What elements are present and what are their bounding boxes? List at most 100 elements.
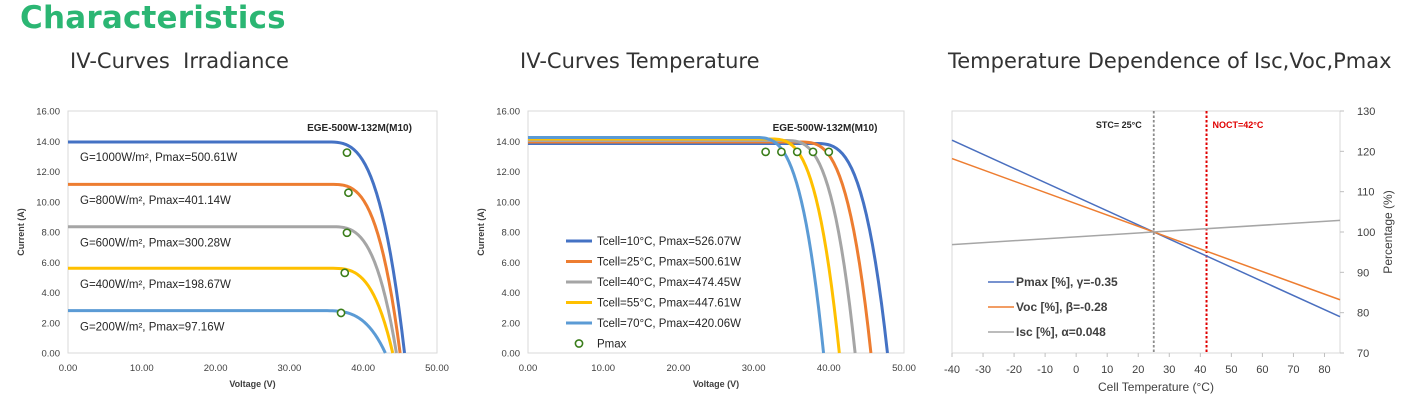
pmax-marker-5 <box>336 308 346 318</box>
x-tick-label: 10.00 <box>130 363 154 374</box>
pmax-marker-3 <box>342 228 352 238</box>
x-tick-label: 30.00 <box>278 363 302 374</box>
x-tick-label: 30.00 <box>742 363 766 374</box>
temperature-dependence-chart: -40 -30 -20 -10 0 10 20 30 40 50 60 70 80 70 80 90 100 11… <box>944 106 1395 394</box>
chart2-subtitle: IV-Curves Temperature <box>520 49 760 73</box>
iv-curve-5 <box>528 135 826 354</box>
pmax-marker-1 <box>824 147 834 157</box>
pmax-marker-4 <box>777 147 786 157</box>
curve-label-5: G=200W/m², Pmax=97.16W <box>80 322 225 334</box>
pmax-marker-4 <box>340 268 350 278</box>
y-tick-label: 110 <box>1357 187 1375 199</box>
y-tick-label: 0.00 <box>502 349 521 360</box>
x-tick-label: 10.00 <box>591 363 615 374</box>
legend-label-1: Tcell=10°C, Pmax=526.07W <box>597 236 741 248</box>
chart1-subtitle: IV-Curves Irradiance <box>70 49 289 73</box>
iv-curve-2 <box>68 182 402 354</box>
x-tick-label: -20 <box>1006 364 1022 376</box>
pmax-marker-2 <box>344 188 353 198</box>
legend-label-3: Tcell=40°C, Pmax=474.45W <box>597 277 741 289</box>
y-tick-label: 4.00 <box>42 288 61 299</box>
vline-label-stc: STC= 25°C <box>1096 120 1142 130</box>
y-tick-label: 14.00 <box>496 137 520 148</box>
curve-label-4: G=400W/m², Pmax=198.67W <box>80 279 231 291</box>
y-axis-title: Current (A) <box>16 208 26 256</box>
series-line-2 <box>951 157 1341 301</box>
legend-label-3: Isc [%], α=0.048 <box>1016 325 1106 339</box>
vline-label-noct: NOCT=42°C <box>1213 120 1264 130</box>
y-tick-label: 4.00 <box>502 288 521 299</box>
legend-label-1: Pmax [%], γ=-0.35 <box>1016 275 1118 289</box>
iv-curve-1 <box>528 142 889 354</box>
plot-area <box>67 110 438 354</box>
series-line-3 <box>951 219 1341 246</box>
legend-label-2: Tcell=25°C, Pmax=500.61W <box>597 257 741 269</box>
y-tick-label: 80 <box>1357 308 1369 320</box>
plot-area <box>527 110 905 354</box>
x-axis-title: Cell Temperature (°C) <box>1098 380 1214 394</box>
y-tick-label: 130 <box>1357 106 1375 118</box>
y-axis-title: Percentage (%) <box>1381 190 1395 273</box>
y-tick-label: 70 <box>1357 348 1369 360</box>
curve-label-3: G=600W/m², Pmax=300.28W <box>80 238 231 250</box>
y-tick-label: 90 <box>1357 267 1369 279</box>
y-tick-label: 14.00 <box>36 137 60 148</box>
iv-temperature-chart: 0.00 2.00 4.00 6.00 8.00 10.00 12.00 14.00 16.00… <box>476 107 916 390</box>
x-tick-label: 50.00 <box>892 363 916 374</box>
pmax-marker-5 <box>761 147 771 157</box>
curve-label-1: G=1000W/m², Pmax=500.61W <box>80 152 237 164</box>
iv-curve-2 <box>528 140 873 354</box>
iv-curve-1 <box>68 140 407 354</box>
x-tick-label: -30 <box>975 364 991 376</box>
iv-curve-5 <box>68 309 387 354</box>
iv-curve-4 <box>68 266 395 354</box>
y-tick-label: 6.00 <box>42 258 61 269</box>
x-tick-label: 50 <box>1225 364 1237 376</box>
legend-pmax-label: Pmax <box>597 339 627 351</box>
pmax-marker-2 <box>808 147 818 157</box>
y-tick-label: 12.00 <box>496 167 520 178</box>
x-tick-label: 0.00 <box>59 363 78 374</box>
y-tick-label: 6.00 <box>502 258 521 269</box>
iv-irradiance-chart: 0.00 2.00 4.00 6.00 8.00 10.00 12.00 14.00 16.00… <box>16 107 449 390</box>
y-tick-label: 100 <box>1357 227 1375 239</box>
x-tick-label: 40 <box>1194 364 1206 376</box>
x-axis-title: Voltage (V) <box>693 379 739 389</box>
y-tick-label: 10.00 <box>496 197 520 208</box>
y-tick-label: 16.00 <box>36 107 60 118</box>
y-tick-label: 2.00 <box>42 318 61 329</box>
x-tick-label: 0.00 <box>519 363 538 374</box>
model-label: EGE-500W-132M(M10) <box>773 123 878 134</box>
iv-curve-3 <box>68 225 398 354</box>
legend-label-4: Tcell=55°C, Pmax=447.61W <box>597 298 741 310</box>
legend-pmax-marker <box>574 339 584 348</box>
y-tick-label: 8.00 <box>42 228 61 239</box>
x-axis-title: Voltage (V) <box>229 379 275 389</box>
x-tick-label: 20.00 <box>667 363 691 374</box>
x-tick-label: 0 <box>1073 364 1079 376</box>
x-tick-label: -40 <box>944 364 960 376</box>
iv-curve-3 <box>528 138 857 354</box>
y-tick-label: 2.00 <box>502 318 521 329</box>
x-tick-label: 50.00 <box>425 363 449 374</box>
x-tick-label: 60 <box>1256 364 1268 376</box>
x-tick-label: 30 <box>1163 364 1175 376</box>
y-tick-label: 0.00 <box>42 349 61 360</box>
curve-label-2: G=800W/m², Pmax=401.14W <box>80 195 231 207</box>
y-tick-label: 120 <box>1357 146 1375 158</box>
x-tick-label: 80 <box>1318 364 1330 376</box>
y-tick-label: 16.00 <box>496 107 520 118</box>
page-heading: Characteristics <box>20 0 286 36</box>
y-axis-title: Current (A) <box>476 208 486 256</box>
x-tick-label: 70 <box>1287 364 1299 376</box>
legend-label-5: Tcell=70°C, Pmax=420.06W <box>597 318 741 330</box>
x-tick-label: 20.00 <box>204 363 228 374</box>
x-tick-label: 10 <box>1101 364 1113 376</box>
pmax-marker-1 <box>342 148 352 157</box>
chart3-subtitle: Temperature Dependence of Isc,Voc,Pmax <box>948 49 1392 73</box>
model-label: EGE-500W-132M(M10) <box>307 123 412 134</box>
y-tick-label: 8.00 <box>502 228 521 239</box>
pmax-marker-3 <box>792 147 802 157</box>
x-tick-label: 20 <box>1132 364 1144 376</box>
x-tick-label: -10 <box>1037 364 1053 376</box>
